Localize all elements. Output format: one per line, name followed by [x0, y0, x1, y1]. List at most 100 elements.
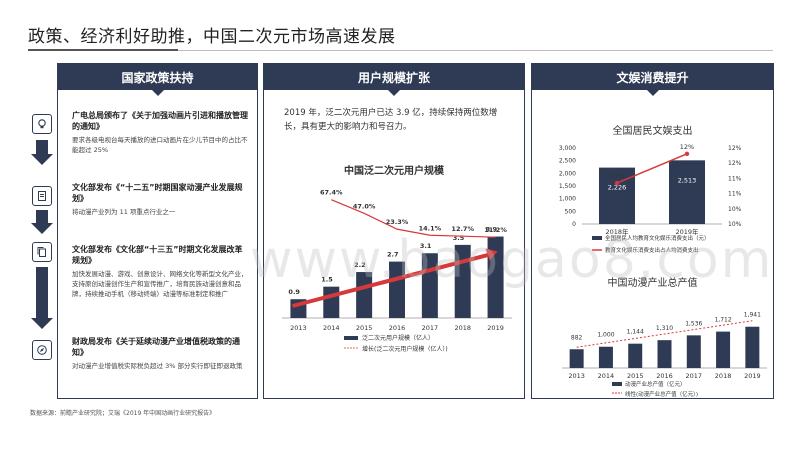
policy-detail: 要求各级电视台每天播放的进口动画片在少儿节目中的占比不能超过 25% [72, 136, 248, 154]
y-tick-label: 12% [728, 160, 742, 167]
tick-label: 2019年 [675, 227, 699, 236]
data-label: 2,513 [678, 176, 697, 184]
consumption-header-label: 文娱消费提升 [616, 70, 689, 85]
share-line [616, 153, 688, 184]
policy-detail: 对动漫产业增值税实际税负超过 3% 部分实行即征即退政策 [72, 362, 243, 370]
data-label: 2.7 [387, 251, 399, 259]
bar [669, 160, 705, 224]
tick-label: 2016 [389, 324, 406, 332]
y-tick-label: 11% [728, 191, 742, 198]
data-label: 1,000 [597, 332, 614, 339]
trend-arrow [291, 252, 491, 308]
share-point [684, 151, 690, 157]
legend-label: 动漫产业总产值（亿元） [625, 380, 686, 388]
share-point [614, 180, 620, 186]
data-label: 2,226 [608, 184, 627, 192]
tick-label: 2019 [744, 372, 761, 380]
tick-label: 2013 [568, 372, 585, 380]
data-label: 47.0% [353, 202, 376, 210]
policy-item: 广电总局颁布了《关于加强动画片引进和播放管理的通知》 要求各级电视台每天播放的进… [72, 110, 250, 155]
data-label: 14.1% [419, 224, 442, 232]
policy-item: 财政局发布《关于延续动漫产业增值税政策的通知》 对动漫产业增值税实际税负超过 3… [72, 336, 250, 371]
y-tick-label: 1,500 [559, 183, 576, 190]
bar [628, 343, 643, 368]
data-label: 882 [571, 334, 583, 341]
source-note: 数据来源：前瞻产业研究院；艾瑞《2019 年中国动画行业研究报告》 [30, 410, 216, 417]
legend-swatch [592, 236, 602, 240]
data-label: 3.1 [420, 242, 432, 250]
policy-heading: 文化部发布《“十二五”时期国家动漫产业发展规划》 [72, 183, 243, 203]
y-tick-label: 0 [572, 221, 576, 228]
data-label: 67.4% [320, 189, 343, 197]
down-arrow-icon [36, 140, 48, 154]
policy-item: 文化部发布《文化部“十三五”时期文化发展改革规划》 加快发展动漫、游戏、创意设计… [72, 244, 250, 299]
compass-icon [32, 340, 52, 360]
users-panel: 用户规模扩张 2019 年，泛二次元用户已达 3.9 亿，持续保持两位数增长，具… [263, 63, 525, 399]
chart-title: 中国泛二次元用户规模 [344, 166, 444, 177]
data-label: 23.3% [386, 218, 409, 226]
consumption-panel: 文娱消费提升 全国居民文娱支出 3,000 2,500 2,000 1,500 1,00… [531, 63, 774, 399]
user-scale-chart: 0.9 2013 1.5 2014 2.2 2015 2.7 2016 3.1 2017 3.5 20… [282, 189, 512, 353]
tick-label: 2014 [323, 324, 340, 332]
trend-arrowhead [485, 248, 498, 261]
policy-header-label: 国家政策扶持 [121, 70, 194, 85]
bar [356, 272, 373, 318]
consumption-panel-header: 文娱消费提升 [532, 64, 773, 96]
bar [657, 340, 672, 368]
data-label: 1,144 [627, 329, 644, 336]
trend-line [576, 320, 753, 348]
title-divider [28, 50, 773, 51]
tick-label: 2015 [627, 372, 644, 380]
policy-detail: 加快发展动漫、游戏、创意设计、网络文化等新型文化产业，支持原创动漫创作生产和宣传… [72, 270, 248, 298]
legend-label: 线性(动漫产业总产值（亿元）) [625, 390, 698, 398]
data-label: 12.7% [451, 225, 474, 233]
bar [598, 346, 613, 368]
down-arrow-icon [36, 210, 48, 224]
chart-title: 中国动漫产业总产值 [607, 278, 698, 289]
title-divider-accent [28, 49, 178, 51]
legend-label: 全国居民人均教育文化娱乐消费支出（元） [605, 234, 710, 242]
users-intro: 2019 年，泛二次元用户已达 3.9 亿，持续保持两位数增长，具有更大的影响力… [284, 108, 498, 132]
data-label: 11.2% [484, 226, 507, 234]
tick-label: 2017 [686, 372, 703, 380]
anime-output-chart: 882 2013 1,000 2014 1,144 2015 1,310 2016 1,536 2… [562, 312, 767, 398]
tick-label: 2018 [715, 372, 732, 380]
lightbulb-icon [32, 114, 52, 134]
growth-line [331, 199, 496, 238]
policy-panel-header: 国家政策扶持 [58, 64, 257, 96]
bar [569, 349, 584, 368]
data-label: 1.5 [321, 276, 333, 284]
data-label: 11% [610, 172, 624, 180]
tick-label: 2018 [454, 324, 471, 332]
tick-label: 2019 [487, 324, 504, 332]
policy-item: 文化部发布《“十二五”时期国家动漫产业发展规划》 将动漫产业列为 11 项重点行… [72, 182, 250, 217]
data-label: 1,712 [714, 317, 731, 324]
page-title: 政策、经济利好助推，中国二次元市场高速发展 [28, 27, 396, 47]
data-label: 1,941 [744, 312, 761, 319]
users-panel-header: 用户规模扩张 [264, 64, 524, 96]
data-label: 3.9 [486, 226, 498, 234]
data-label: 2.2 [354, 261, 366, 269]
y-tick-label: 2,000 [559, 170, 576, 177]
y-tick-label: 2,500 [559, 158, 576, 165]
tick-label: 2016 [656, 372, 673, 380]
tick-label: 2015 [356, 324, 373, 332]
chart-title: 全国居民文娱支出 [612, 126, 693, 137]
tick-label: 2018年 [605, 227, 629, 236]
bar [323, 286, 340, 318]
legend-label: 教育文化娱乐消费支出占人均消费支出 [605, 246, 699, 254]
y-tick-label: 1,000 [559, 196, 576, 203]
copy-icon [32, 242, 52, 262]
policy-heading: 财政局发布《关于延续动漫产业增值税政策的通知》 [72, 337, 240, 357]
bar [745, 326, 760, 368]
legend-swatch [344, 336, 358, 340]
document-icon [32, 186, 52, 206]
watermark: www.baogao8.com [250, 230, 774, 290]
y-tick-label: 12% [728, 145, 742, 152]
data-label: 1,536 [685, 320, 702, 327]
tick-label: 2013 [290, 324, 307, 332]
bar [599, 167, 635, 224]
data-label: 1,310 [656, 325, 673, 332]
y-tick-label: 3,000 [559, 145, 576, 152]
down-arrow-icon [36, 267, 48, 319]
